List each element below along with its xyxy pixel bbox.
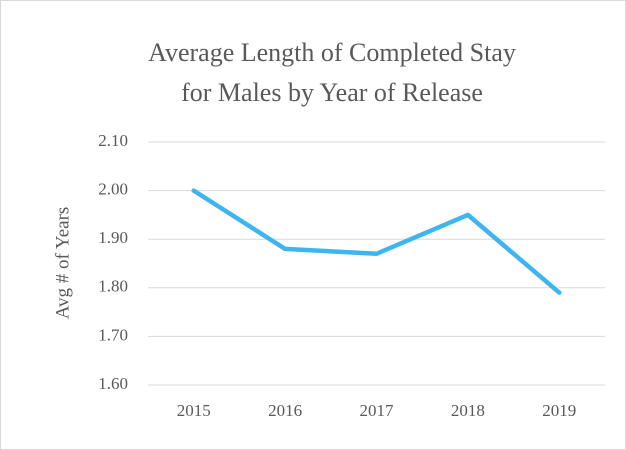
- y-tick-label: 1.90: [98, 228, 128, 247]
- y-tick-label: 2.10: [98, 131, 128, 150]
- x-tick-label: 2019: [542, 401, 576, 420]
- y-tick-label: 1.70: [98, 325, 128, 344]
- data-line: [191, 188, 562, 295]
- chart-title: for Males by Year of Release: [181, 78, 483, 107]
- y-tick-label: 1.80: [98, 277, 128, 296]
- chart-title: Average Length of Completed Stay: [148, 38, 516, 67]
- y-tick-label: 2.00: [98, 180, 128, 199]
- x-tick-label: 2015: [177, 401, 211, 420]
- y-tick-label: 1.60: [98, 374, 128, 393]
- y-axis-label: Avg # of Years: [52, 207, 73, 320]
- x-tick-label: 2016: [268, 401, 302, 420]
- x-tick-label: 2017: [360, 401, 395, 420]
- x-tick-label: 2018: [451, 401, 485, 420]
